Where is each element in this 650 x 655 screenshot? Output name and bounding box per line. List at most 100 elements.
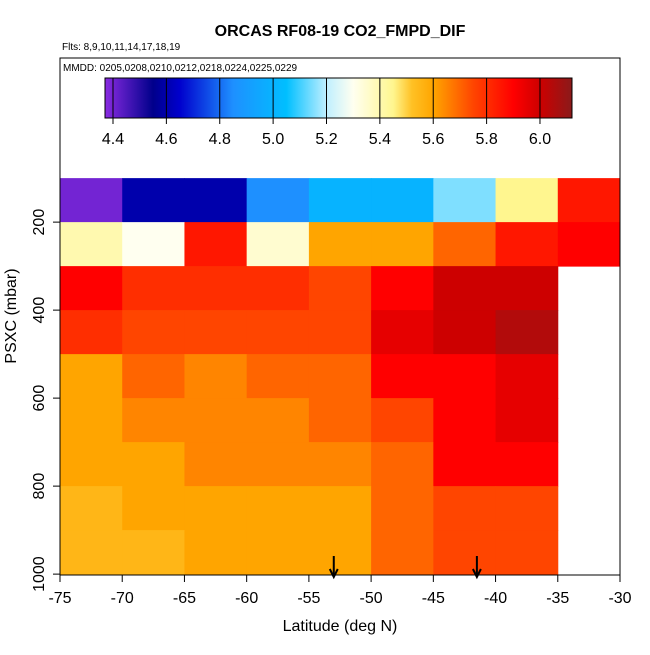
heatmap-cell	[60, 178, 123, 223]
heatmap-cell	[433, 486, 497, 531]
x-tick-label: -60	[235, 590, 258, 607]
heatmap-cell	[433, 354, 497, 399]
heatmap-cell	[122, 398, 185, 443]
heatmap-cell	[122, 354, 185, 399]
heatmap-cell	[557, 222, 621, 267]
heatmap-cell	[184, 398, 248, 443]
heatmap-cell	[433, 310, 497, 355]
y-tick-label: 400	[31, 297, 48, 324]
heatmap-cell	[308, 354, 372, 399]
heatmap-cell	[246, 486, 310, 531]
heatmap-cell	[371, 486, 434, 531]
heatmap-cell	[495, 398, 559, 443]
heatmap-cell	[308, 486, 372, 531]
heatmap-cell	[184, 222, 248, 267]
heatmap-cell	[60, 310, 123, 355]
chart-title: ORCAS RF08-19 CO2_FMPD_DIF	[215, 23, 466, 40]
heatmap-cell	[308, 530, 372, 575]
heatmap-cell	[433, 222, 497, 267]
heatmap-cell	[495, 354, 559, 399]
heatmap-cell	[122, 486, 185, 531]
subtitle: Flts: 8,9,10,11,14,17,18,19	[62, 42, 181, 53]
arrow	[328, 556, 339, 580]
heatmap-cell	[371, 530, 434, 575]
plot-frame	[59, 57, 621, 576]
heatmap-cell	[60, 530, 123, 575]
y-axis-label: PSXC (mbar)	[3, 268, 20, 363]
colorbar-tick-label: 4.8	[209, 131, 231, 148]
heatmap-cell	[122, 530, 185, 575]
heatmap-cell	[246, 442, 310, 487]
heatmap-cell	[308, 310, 372, 355]
heatmap-cell	[122, 178, 185, 223]
colorbar-tick-label: 6.0	[529, 131, 551, 148]
heatmap-cell	[371, 222, 434, 267]
x-tick-label: -70	[111, 590, 134, 607]
heatmap-cell	[60, 442, 123, 487]
heatmap-cell	[184, 178, 248, 223]
colorbar-tick-label: 4.4	[102, 131, 124, 148]
heatmap-cell	[495, 530, 559, 575]
x-axis-label: Latitude (deg N)	[283, 618, 398, 635]
colorbar-tick-label: 5.4	[369, 131, 391, 148]
heatmap-cell	[60, 398, 123, 443]
heatmap-cell	[60, 486, 123, 531]
heatmap-cell	[495, 442, 559, 487]
y-tick-label: 1000	[31, 556, 48, 592]
heatmap-cell	[246, 222, 310, 267]
heatmap-cell	[371, 266, 434, 311]
heatmap-cell	[433, 398, 497, 443]
heatmap-cell	[433, 266, 497, 311]
heatmap-cell	[371, 178, 434, 223]
heatmap-cell	[308, 442, 372, 487]
heatmap-cell	[495, 222, 559, 267]
heatmap-cell	[371, 354, 434, 399]
arrow	[471, 556, 482, 580]
heatmap-cell	[557, 178, 621, 223]
heatmap-cell	[495, 486, 559, 531]
arrow-head	[471, 568, 482, 580]
heatmap-cell	[371, 310, 434, 355]
y-tick-label: 200	[31, 209, 48, 236]
heatmap-cell	[308, 266, 372, 311]
y-tick-label: 800	[31, 473, 48, 500]
heatmap-cell	[246, 310, 310, 355]
colorbar-tick-label: 4.6	[155, 131, 177, 148]
colorbar	[104, 77, 573, 119]
heatmap-cell	[122, 310, 185, 355]
colorbar-tick-label: 5.8	[475, 131, 497, 148]
heatmap-cell	[433, 442, 497, 487]
heatmap-cell	[495, 178, 559, 223]
heatmap-cell	[495, 310, 559, 355]
heatmap-cell	[122, 266, 185, 311]
heatmap-cell	[308, 222, 372, 267]
heatmap-cell	[184, 354, 248, 399]
heatmap-cell	[371, 442, 434, 487]
heatmap-cell	[246, 266, 310, 311]
x-tick-label: -45	[422, 590, 445, 607]
heatmap-cell	[246, 178, 310, 223]
heatmap-cell	[122, 222, 185, 267]
heatmap-cell	[308, 398, 372, 443]
colorbar-tick-label: 5.6	[422, 131, 444, 148]
heatmap-cell	[122, 442, 185, 487]
x-tick-label: -65	[173, 590, 196, 607]
heatmap-cell	[433, 178, 497, 223]
x-tick-label: -55	[297, 590, 320, 607]
x-tick-label: -50	[360, 590, 383, 607]
x-tick-label: -40	[484, 590, 507, 607]
heatmap-cell	[60, 222, 123, 267]
heatmap-cell	[184, 486, 248, 531]
heatmap-cell	[60, 266, 123, 311]
heatmap-cell	[184, 266, 248, 311]
y-tick-label: 600	[31, 385, 48, 412]
colorbar-tick-label: 5.0	[262, 131, 284, 148]
heatmap-cell	[246, 398, 310, 443]
heatmap-cell	[60, 354, 123, 399]
annotation: MMDD: 0205,0208,0210,0212,0218,0224,0225…	[63, 63, 298, 74]
heatmap-cell	[246, 530, 310, 575]
heatmap-cell	[371, 398, 434, 443]
heatmap-cell	[184, 530, 248, 575]
arrow-head	[328, 568, 339, 580]
